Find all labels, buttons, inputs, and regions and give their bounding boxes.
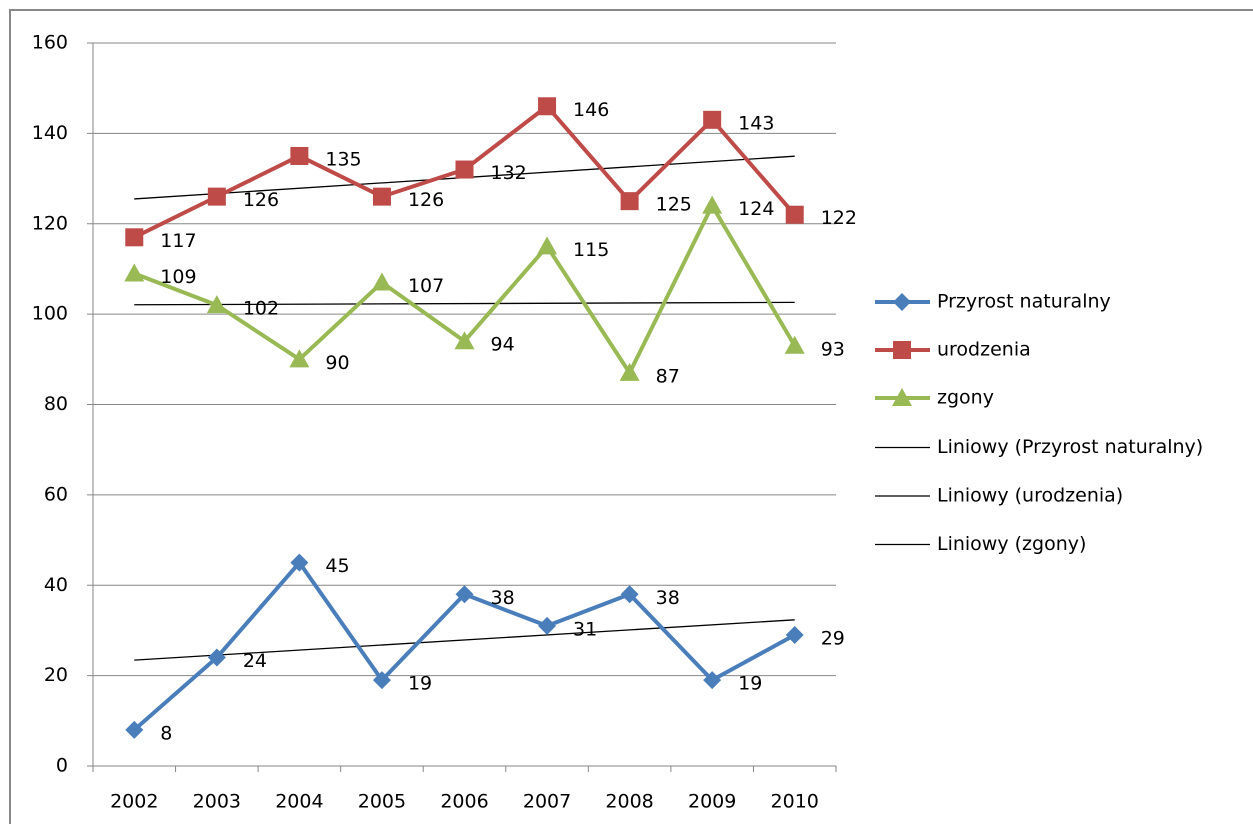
data-label: 117 [160, 230, 196, 252]
data-label: 115 [573, 239, 609, 261]
data-label: 107 [408, 275, 444, 297]
data-point [290, 146, 309, 165]
x-tick-label: 2009 [688, 791, 736, 813]
data-point [702, 195, 723, 214]
y-tick-label: 0 [56, 755, 68, 777]
data-point [372, 187, 391, 206]
data-point [620, 192, 639, 211]
data-point [289, 349, 310, 368]
data-label: 135 [325, 148, 361, 170]
data-label: 94 [491, 334, 515, 356]
y-tick-label: 100 [32, 303, 68, 325]
data-label: 38 [656, 587, 680, 609]
data-point [619, 362, 640, 381]
data-label: 29 [821, 627, 845, 649]
legend-label: Przyrost naturalny [937, 291, 1111, 313]
x-tick-label: 2008 [605, 791, 653, 813]
legend-marker [892, 388, 912, 406]
y-tick-label: 60 [44, 483, 68, 505]
data-label: 90 [325, 352, 349, 374]
data-point [703, 671, 722, 690]
data-point [125, 228, 144, 247]
x-tick-label: 2005 [358, 791, 406, 813]
legend-label: urodzenia [937, 339, 1031, 361]
data-label: 109 [160, 266, 196, 288]
x-tick-label: 2010 [771, 791, 819, 813]
x-tick-label: 2007 [523, 791, 571, 813]
data-point [703, 110, 722, 129]
trendline [134, 619, 795, 661]
data-point [125, 720, 144, 739]
data-label: 132 [491, 162, 527, 184]
data-label: 45 [325, 555, 349, 577]
data-label: 93 [821, 338, 845, 360]
legend-marker [893, 341, 911, 359]
frame [9, 9, 1253, 824]
x-tick-label: 2002 [110, 791, 158, 813]
data-point [785, 625, 804, 644]
data-point [538, 616, 557, 635]
data-point [537, 236, 558, 255]
data-label: 124 [738, 198, 774, 220]
data-label: 146 [573, 99, 609, 121]
data-label: 19 [738, 673, 762, 695]
data-point [207, 187, 226, 206]
data-point [455, 160, 474, 179]
data-point [538, 97, 557, 116]
legend-marker [893, 293, 911, 311]
legend-label: Liniowy (Przyrost naturalny) [937, 436, 1203, 458]
y-tick-label: 120 [32, 212, 68, 234]
data-label: 19 [408, 673, 432, 695]
data-point [207, 648, 226, 667]
data-label: 38 [491, 587, 515, 609]
data-label: 126 [408, 189, 444, 211]
legend-label: zgony [937, 387, 994, 409]
data-point [371, 272, 392, 291]
x-tick-label: 2003 [193, 791, 241, 813]
data-point [784, 335, 805, 354]
legend-label: Liniowy (urodzenia) [937, 485, 1123, 507]
data-point [206, 295, 227, 314]
data-label: 126 [243, 189, 279, 211]
data-label: 125 [656, 194, 692, 216]
data-label: 102 [243, 298, 279, 320]
data-label: 143 [738, 112, 774, 134]
data-label: 31 [573, 618, 597, 640]
y-tick-label: 40 [44, 574, 68, 596]
data-label: 8 [160, 722, 172, 744]
trendline [134, 301, 795, 306]
data-point [455, 585, 474, 604]
data-point [290, 553, 309, 572]
y-tick-label: 20 [44, 664, 68, 686]
data-point [372, 671, 391, 690]
data-point [454, 331, 475, 350]
y-tick-label: 160 [32, 32, 68, 54]
y-tick-label: 80 [44, 393, 68, 415]
x-tick-label: 2006 [440, 791, 488, 813]
x-tick-label: 2004 [275, 791, 323, 813]
data-point [124, 263, 145, 282]
legend-label: Liniowy (zgony) [937, 533, 1086, 555]
data-label: 87 [656, 365, 680, 387]
y-tick-label: 140 [32, 122, 68, 144]
data-label: 122 [821, 207, 857, 229]
data-point [785, 205, 804, 224]
data-point [620, 585, 639, 604]
data-label: 24 [243, 650, 267, 672]
